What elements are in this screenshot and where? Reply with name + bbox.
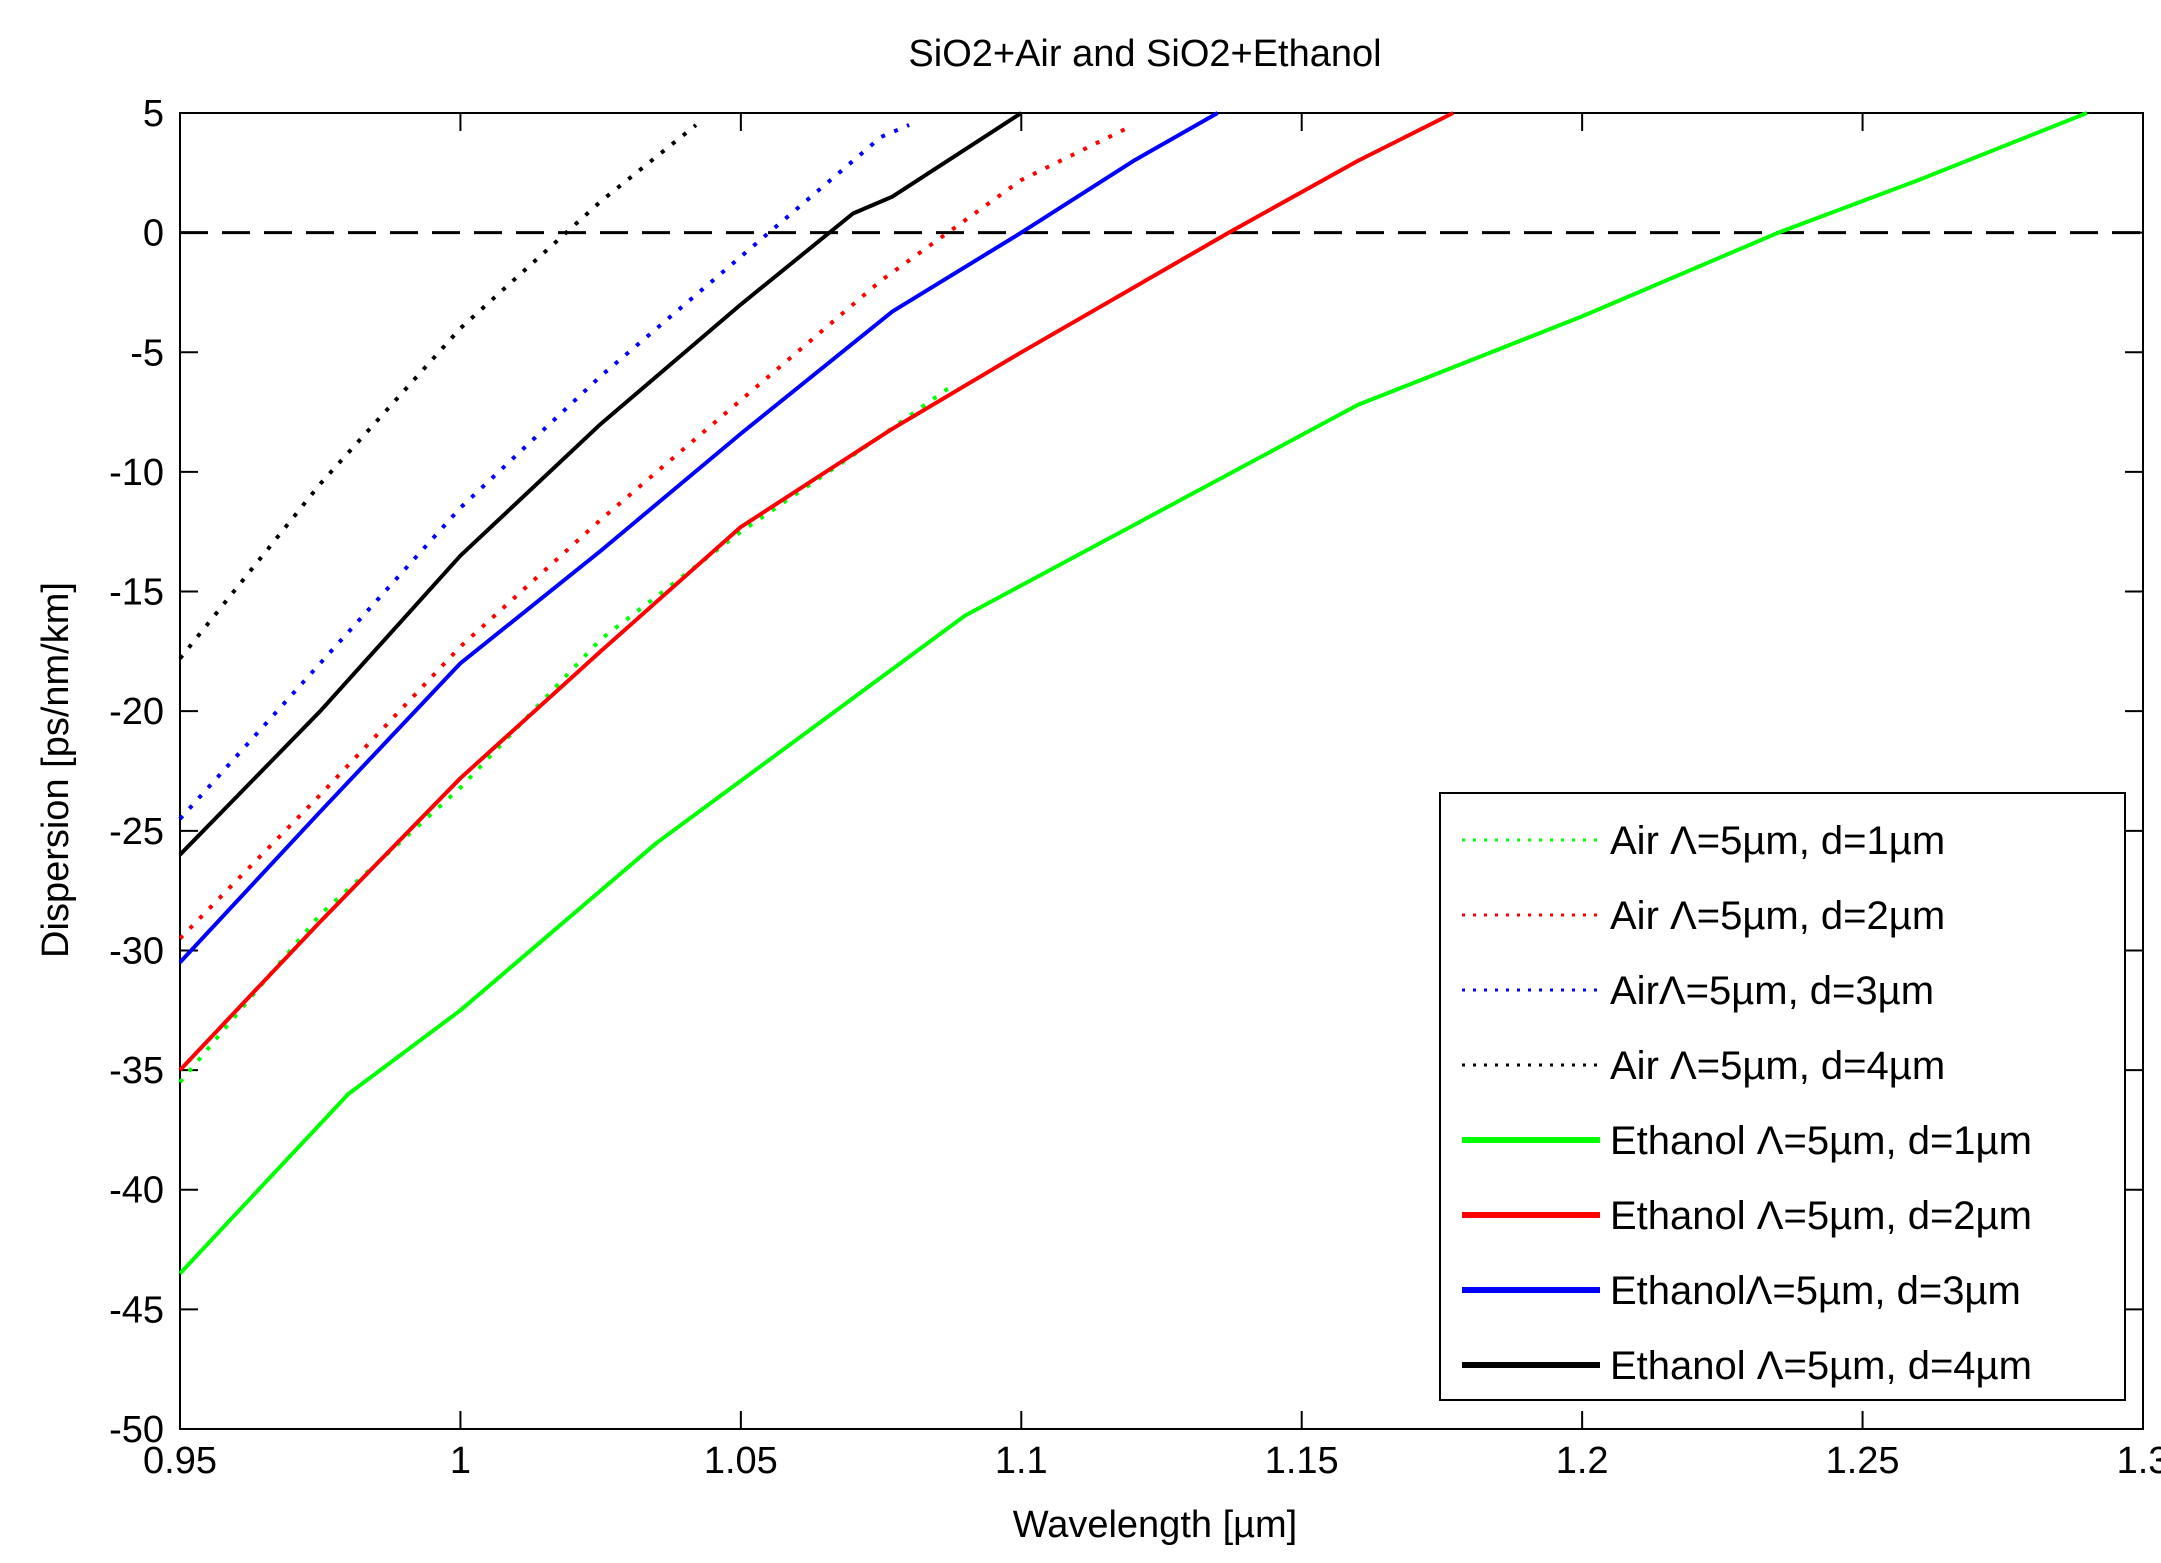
y-tick-label: -25 [109,811,164,853]
x-tick-label: 1 [450,1440,471,1482]
legend-label: Ethanol Λ=5µm, d=2µm [1610,1194,2032,1238]
legend: Air Λ=5µm, d=1µm Air Λ=5µm, d=2µm AirΛ=5µm… [1439,792,2126,1401]
y-tick-label: -20 [109,691,164,733]
legend-items: Air Λ=5µm, d=1µm Air Λ=5µm, d=2µm AirΛ=5µm… [1462,819,2032,1388]
x-tick-label: 0.95 [143,1440,217,1482]
y-tick-label: -40 [109,1170,164,1212]
series-line-7 [178,111,1219,964]
legend-label: AirΛ=5µm, d=3µm [1610,969,1934,1013]
legend-label: Air Λ=5µm, d=2µm [1610,894,1945,938]
series-line-6 [178,111,1454,1072]
series-line-8 [178,111,1023,857]
y-tick-label: -35 [109,1050,164,1092]
series-line-2 [178,123,1135,940]
series-lines [178,111,2088,1275]
y-tick-label: -5 [130,332,164,374]
y-tick-label: -45 [109,1289,164,1331]
x-tick-label: 1.25 [1826,1440,1900,1482]
legend-label: Air Λ=5µm, d=4µm [1610,1044,1945,1088]
x-axis-ticks: 0.95 1 1.05 1.1 1.15 1.2 1.25 1.3 [143,113,2161,1482]
y-axis-ticks: 5 0 -5 -10 -15 -20 -25 -30 -35 -40 -45 -50 [109,93,2143,1451]
y-tick-label: -15 [109,572,164,614]
x-tick-label: 1.3 [2117,1440,2161,1482]
legend-label: Air Λ=5µm, d=1µm [1610,819,1945,863]
legend-label: Ethanol Λ=5µm, d=4µm [1610,1344,2032,1388]
x-axis-label: Wavelength [µm] [1013,1504,1297,1546]
y-tick-label: -10 [109,452,164,494]
legend-label: Ethanol Λ=5µm, d=1µm [1610,1119,2032,1163]
y-axis-label: Dispersion [ps/nm/km] [35,582,77,958]
y-tick-label: 5 [143,93,164,135]
x-tick-label: 1.2 [1556,1440,1609,1482]
chart-title: SiO2+Air and SiO2+Ethanol [908,33,1381,75]
legend-box [1439,792,2126,1401]
y-tick-label: -30 [109,930,164,972]
x-tick-label: 1.15 [1265,1440,1339,1482]
y-tick-label: -50 [109,1409,164,1451]
series-line-5 [178,111,2088,1275]
x-tick-label: 1.1 [995,1440,1048,1482]
legend-label: EthanolΛ=5µm, d=3µm [1610,1269,2021,1313]
y-tick-label: 0 [143,213,164,255]
x-tick-label: 1.05 [704,1440,778,1482]
